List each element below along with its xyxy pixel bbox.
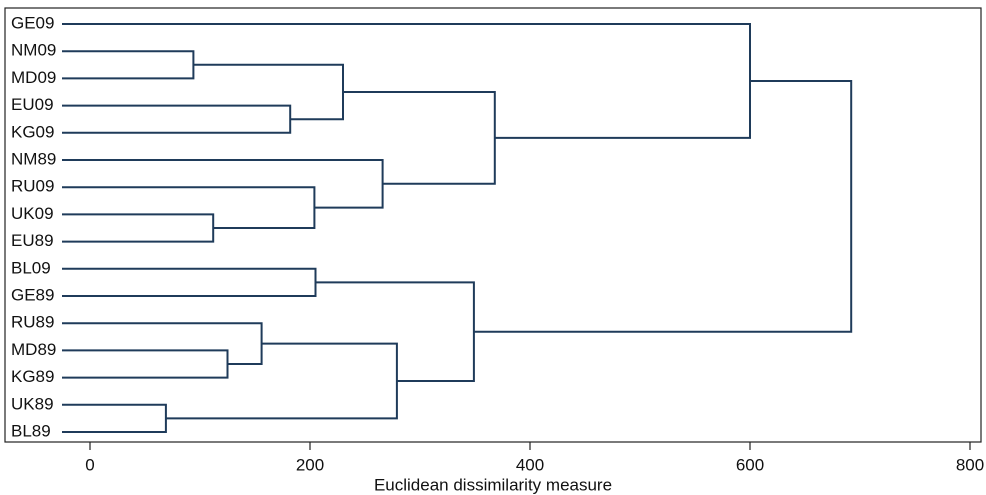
dendrogram-link: [90, 104, 292, 134]
dendrogram-link: [165, 342, 398, 420]
leaf-label: UK09: [11, 204, 54, 223]
dendrogram-link: [90, 23, 751, 139]
dendrogram-link: [90, 349, 229, 379]
dendrogram-link: [90, 267, 317, 297]
dendrogram-link: [90, 322, 263, 365]
leaf-label: EU89: [11, 231, 54, 250]
x-tick-label: 800: [956, 455, 984, 474]
dendrogram-link: [90, 50, 195, 80]
leaf-label: BL89: [11, 421, 51, 440]
leaf-label: RU89: [11, 313, 54, 332]
plot-frame: [4, 7, 982, 443]
x-tick-label: 600: [736, 455, 764, 474]
dendrogram-link: [473, 79, 853, 333]
leaf-label: KG09: [11, 122, 54, 141]
leaf-label: MD89: [11, 340, 56, 359]
dendrogram-link: [90, 403, 167, 433]
dendrogram-link: [90, 213, 215, 243]
x-tick-label: 0: [85, 455, 94, 474]
leaf-label: BL09: [11, 258, 51, 277]
leaf-label: GE89: [11, 285, 54, 304]
x-axis-title: Euclidean dissimilarity measure: [374, 475, 612, 494]
dendrogram-link: [343, 91, 496, 185]
leaf-label: GE09: [11, 13, 54, 32]
dendrogram-link: [193, 63, 344, 121]
dendrogram-link: [90, 186, 316, 229]
dendrogram-link: [315, 281, 475, 382]
x-tick-label: 200: [296, 455, 324, 474]
leaf-label: NM89: [11, 149, 56, 168]
leaf-label: NM09: [11, 41, 56, 60]
leaf-label: MD09: [11, 68, 56, 87]
leaf-label: UK89: [11, 394, 54, 413]
leaf-label: KG89: [11, 367, 54, 386]
leaf-label: RU09: [11, 177, 54, 196]
leaf-label: EU09: [11, 95, 54, 114]
dendrogram-link: [90, 159, 384, 209]
x-tick-label: 400: [516, 455, 544, 474]
